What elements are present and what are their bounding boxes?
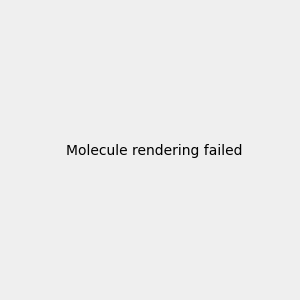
Text: Molecule rendering failed: Molecule rendering failed (65, 145, 242, 158)
